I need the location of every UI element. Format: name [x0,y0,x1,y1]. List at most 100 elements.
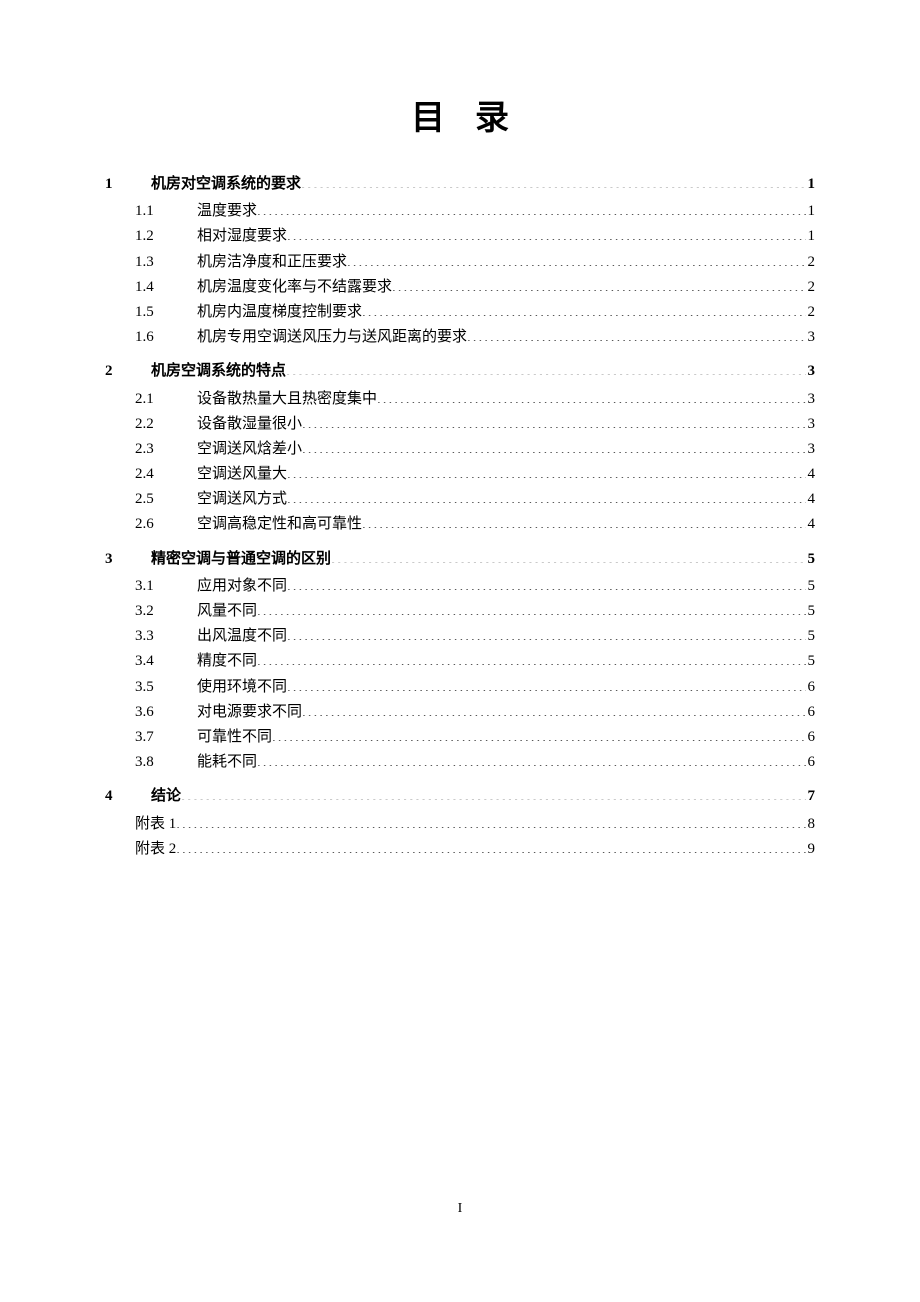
toc-leader-dots [176,838,805,853]
toc-item-page: 4 [806,462,816,487]
toc-item-page: 2 [806,300,816,325]
toc-item-num: 1.6 [135,325,197,350]
toc-item-label: 机房专用空调送风压力与送风距离的要求 [197,325,467,350]
toc-item: 3.6 对电源要求不同 6 [105,700,815,725]
toc-section-heading: 2 机房空调系统的特点 3 [105,358,815,384]
toc-item-num: 1.1 [135,199,197,224]
toc-appendix-label: 附表 2 [135,837,176,862]
toc-item-label: 可靠性不同 [197,725,272,750]
toc-item-page: 6 [806,725,816,750]
toc-item-label: 空调送风焓差小 [197,437,302,462]
toc-item-num: 3.5 [135,675,197,700]
toc-leader-dots [467,326,805,341]
toc-item-page: 5 [806,599,816,624]
toc-item-label: 出风温度不同 [197,624,287,649]
toc-item-label: 空调送风量大 [197,462,287,487]
toc-item: 2.2 设备散湿量很小 3 [105,412,815,437]
toc-section-num: 3 [105,547,151,572]
toc-item-page: 3 [806,325,816,350]
toc-item-label: 设备散热量大且热密度集中 [197,387,377,412]
toc-item-page: 3 [806,387,816,412]
page-number: I [0,1201,920,1217]
toc-item-label: 精度不同 [197,649,257,674]
toc-item-page: 6 [806,675,816,700]
toc-appendix-page: 9 [806,837,816,862]
toc-leader-dots [302,701,805,716]
toc-leader-dots [392,276,805,291]
toc-leader-dots [287,575,805,590]
toc-section-heading: 4 结论 7 [105,783,815,809]
toc-item-label: 机房洁净度和正压要求 [197,250,347,275]
toc-leader-dots [287,225,805,240]
toc-item-page: 1 [806,224,816,249]
toc-section-page: 1 [806,172,816,197]
toc-item-num: 3.6 [135,700,197,725]
toc-leader-dots [181,785,805,800]
toc-item-num: 1.5 [135,300,197,325]
toc-appendix: 附表 2 9 [105,837,815,862]
toc-leader-dots [287,463,805,478]
toc-item: 3.2 风量不同 5 [105,599,815,624]
toc-section-label: 精密空调与普通空调的区别 [151,546,331,571]
toc-appendix-label: 附表 1 [135,812,176,837]
toc-item-num: 2.1 [135,387,197,412]
toc-section-heading: 3 精密空调与普通空调的区别 5 [105,546,815,572]
toc-item-label: 机房内温度梯度控制要求 [197,300,362,325]
toc-leader-dots [176,813,805,828]
toc-item-label: 温度要求 [197,199,257,224]
toc-item-num: 2.5 [135,487,197,512]
table-of-contents: 1 机房对空调系统的要求 1 1.1 温度要求 1 1.2 相对湿度要求 1 1… [105,171,815,862]
toc-item-label: 风量不同 [197,599,257,624]
toc-leader-dots [257,650,805,665]
toc-leader-dots [362,301,805,316]
toc-leader-dots [287,676,805,691]
toc-item: 3.4 精度不同 5 [105,649,815,674]
toc-section-num: 1 [105,172,151,197]
toc-item: 1.1 温度要求 1 [105,199,815,224]
toc-title: 目录 [105,90,815,139]
toc-item: 3.5 使用环境不同 6 [105,675,815,700]
toc-item-num: 2.6 [135,512,197,537]
toc-leader-dots [272,726,805,741]
toc-item: 2.3 空调送风焓差小 3 [105,437,815,462]
toc-item: 2.6 空调高稳定性和高可靠性 4 [105,512,815,537]
toc-item-label: 机房温度变化率与不结露要求 [197,275,392,300]
toc-section-heading: 1 机房对空调系统的要求 1 [105,171,815,197]
toc-leader-dots [257,751,805,766]
toc-item-page: 2 [806,250,816,275]
toc-item-num: 3.7 [135,725,197,750]
toc-item: 3.7 可靠性不同 6 [105,725,815,750]
toc-item-page: 3 [806,437,816,462]
toc-item-page: 4 [806,487,816,512]
toc-section-num: 4 [105,784,151,809]
toc-item-num: 2.2 [135,412,197,437]
toc-item-num: 3.1 [135,574,197,599]
toc-item: 1.6 机房专用空调送风压力与送风距离的要求 3 [105,325,815,350]
toc-section-label: 机房对空调系统的要求 [151,171,301,196]
toc-item-num: 3.8 [135,750,197,775]
toc-item: 2.5 空调送风方式 4 [105,487,815,512]
toc-item-num: 1.4 [135,275,197,300]
toc-item-label: 设备散湿量很小 [197,412,302,437]
toc-leader-dots [362,513,805,528]
toc-section-label: 机房空调系统的特点 [151,358,286,383]
toc-item-num: 3.3 [135,624,197,649]
toc-section-page: 5 [806,547,816,572]
toc-appendix: 附表 1 8 [105,812,815,837]
toc-item-num: 2.4 [135,462,197,487]
toc-item-num: 1.3 [135,250,197,275]
toc-leader-dots [257,200,805,215]
toc-item-label: 能耗不同 [197,750,257,775]
toc-item-page: 6 [806,750,816,775]
toc-leader-dots [302,413,805,428]
toc-item-page: 5 [806,574,816,599]
toc-item-page: 5 [806,624,816,649]
toc-appendix-page: 8 [806,812,816,837]
toc-item: 3.3 出风温度不同 5 [105,624,815,649]
toc-item-label: 相对湿度要求 [197,224,287,249]
toc-item: 3.8 能耗不同 6 [105,750,815,775]
toc-leader-dots [257,600,805,615]
toc-leader-dots [302,438,805,453]
toc-leader-dots [286,360,805,375]
toc-leader-dots [331,548,805,563]
